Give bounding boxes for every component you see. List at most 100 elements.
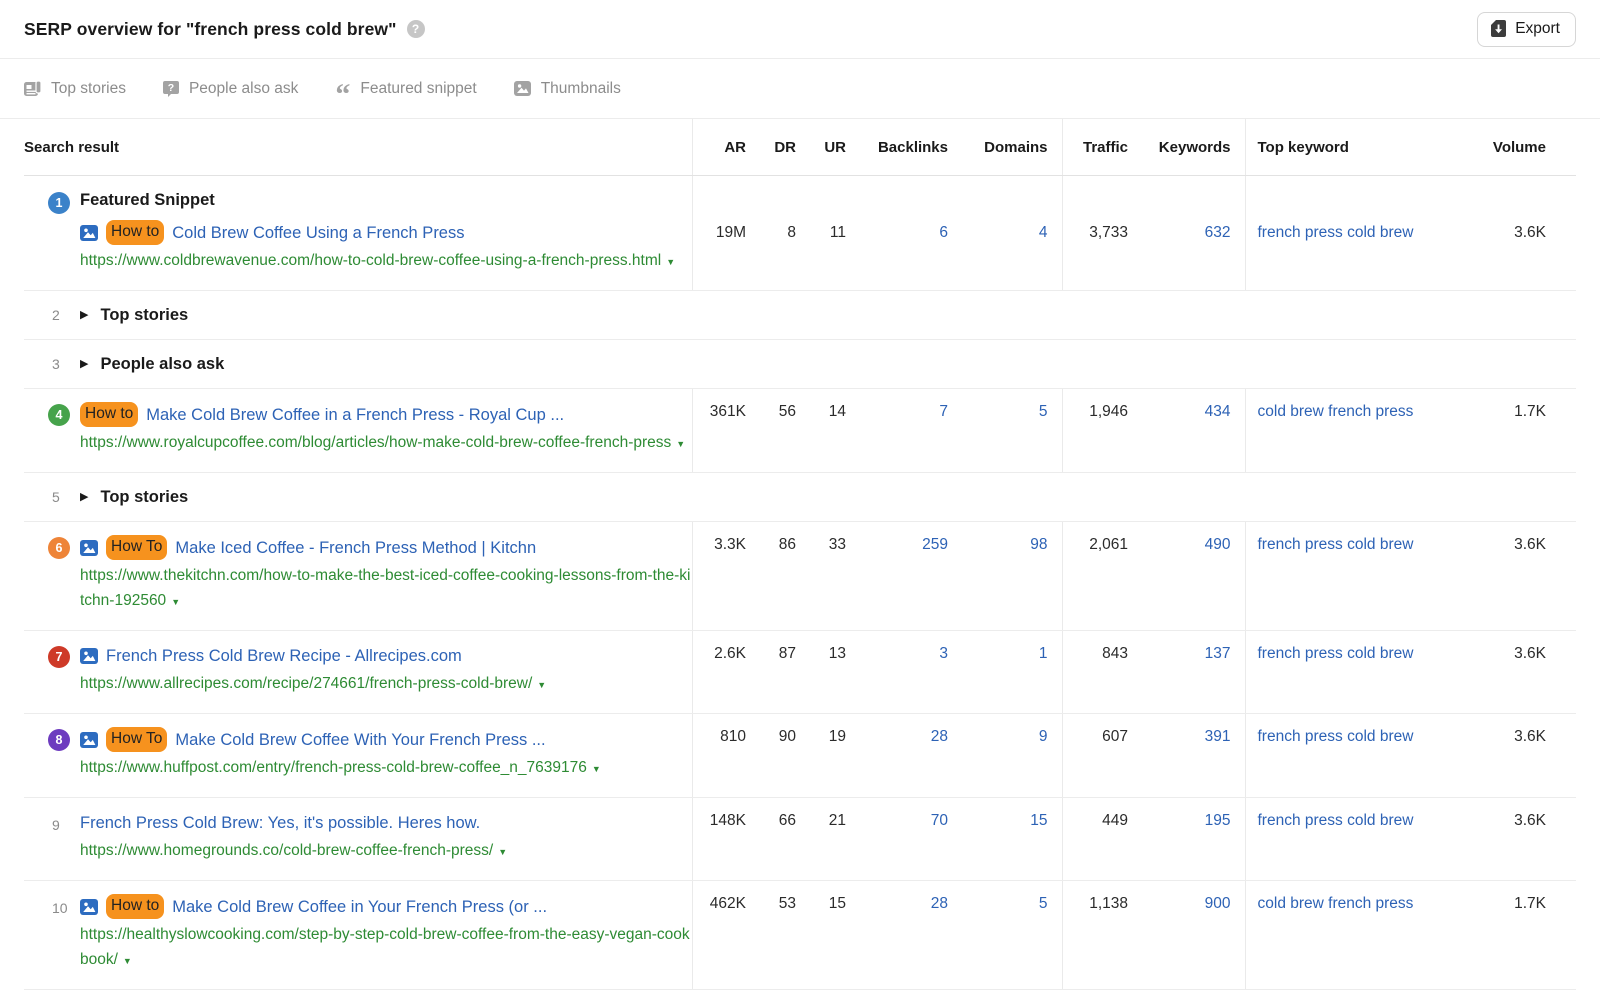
- volume-value: 3.6K: [1486, 713, 1576, 798]
- domains-link[interactable]: 5: [1038, 403, 1048, 420]
- position-number: 2: [52, 307, 60, 323]
- col-header-ar: AR: [691, 119, 760, 176]
- domains-link[interactable]: 1: [1038, 645, 1048, 662]
- legend-item-thumbnails: Thumbnails: [513, 79, 621, 98]
- ur-value: 19: [810, 713, 860, 798]
- table-header-row: Search result AR DR UR Backlinks Domains…: [24, 119, 1576, 176]
- domains-link[interactable]: 98: [1030, 536, 1048, 553]
- result-title-link[interactable]: Make Cold Brew Coffee in Your French Pre…: [172, 897, 548, 916]
- backlinks-link[interactable]: 70: [930, 812, 948, 829]
- top-keyword-link[interactable]: french press cold brew: [1257, 645, 1414, 662]
- result-title-link[interactable]: Cold Brew Coffee Using a French Press: [172, 223, 465, 242]
- legend-label: Thumbnails: [540, 79, 621, 97]
- url-expand-caret[interactable]: ▼: [122, 956, 132, 966]
- backlinks-link[interactable]: 259: [922, 536, 948, 553]
- traffic-value: 3,733: [1061, 175, 1142, 291]
- top-keyword-link[interactable]: cold brew french press: [1257, 895, 1414, 912]
- keywords-link[interactable]: 137: [1204, 645, 1231, 662]
- url-expand-caret[interactable]: ▼: [171, 597, 181, 607]
- col-header-keywords: Keywords: [1142, 119, 1245, 176]
- keywords-link[interactable]: 900: [1204, 895, 1231, 912]
- howto-badge: How to: [106, 894, 165, 919]
- result-title-link[interactable]: Make Cold Brew Coffee With Your French P…: [175, 730, 546, 749]
- image-icon: [513, 81, 531, 96]
- top-keyword-link[interactable]: cold brew french press: [1257, 403, 1414, 420]
- result-title-link[interactable]: French Press Cold Brew Recipe - Allrecip…: [106, 647, 462, 665]
- thumbnail-icon: [80, 898, 98, 915]
- url-expand-caret[interactable]: ▼: [591, 764, 601, 774]
- position-badge: 1: [48, 192, 70, 214]
- result-url: https://www.allrecipes.com/recipe/274661…: [80, 675, 533, 692]
- ar-value: 462K: [691, 880, 760, 990]
- url-expand-caret[interactable]: ▼: [676, 439, 686, 449]
- ar-value: 148K: [691, 797, 760, 881]
- backlinks-link[interactable]: 28: [930, 895, 948, 912]
- domains-link[interactable]: 5: [1038, 895, 1048, 912]
- domains-link[interactable]: 15: [1030, 812, 1048, 829]
- group-label: Top stories: [100, 488, 189, 506]
- legend-label: People also ask: [188, 79, 299, 97]
- legend-item-featured-snippet: “ Featured snippet: [335, 79, 477, 109]
- serp-result-row: 7 French Press Cold Brew Recipe - Allrec…: [24, 630, 1576, 714]
- keywords-link[interactable]: 391: [1204, 728, 1231, 745]
- ur-value: 15: [810, 880, 860, 990]
- serp-overview-table: Search result AR DR UR Backlinks Domains…: [24, 119, 1576, 990]
- result-url: https://www.homegrounds.co/cold-brew-cof…: [80, 842, 494, 859]
- serp-result-row: 9 French Press Cold Brew: Yes, it's poss…: [24, 797, 1576, 881]
- dr-value: 66: [760, 797, 810, 881]
- export-button[interactable]: Export: [1477, 11, 1576, 47]
- serp-result-row: 10 How to Make Cold Brew Coffee in Your …: [24, 880, 1576, 990]
- keywords-link[interactable]: 195: [1204, 812, 1231, 829]
- expand-arrow-icon[interactable]: ▶: [80, 491, 89, 503]
- position-badge: 4: [48, 404, 70, 426]
- backlinks-link[interactable]: 7: [939, 403, 948, 420]
- result-url: https://www.coldbrewavenue.com/how-to-co…: [80, 252, 662, 269]
- serp-result-row: 6 How To Make Iced Coffee - French Press…: [24, 521, 1576, 631]
- title-bar: SERP overview for "french press cold bre…: [0, 0, 1600, 59]
- top-keyword-link[interactable]: french press cold brew: [1257, 728, 1414, 745]
- url-expand-caret[interactable]: ▼: [666, 257, 676, 267]
- backlinks-link[interactable]: 28: [930, 728, 948, 745]
- page-title: SERP overview for "french press cold bre…: [24, 18, 397, 39]
- result-url: https://www.royalcupcoffee.com/blog/arti…: [80, 434, 672, 451]
- ur-value: 14: [810, 388, 860, 473]
- position-badge: 7: [48, 646, 70, 668]
- domains-link[interactable]: 9: [1038, 728, 1048, 745]
- legend-label: Featured snippet: [360, 79, 477, 97]
- serp-group-row[interactable]: 3 ▶ People also ask: [24, 339, 1576, 389]
- ar-value: 810: [691, 713, 760, 798]
- keywords-link[interactable]: 490: [1204, 536, 1231, 553]
- export-label: Export: [1515, 19, 1560, 37]
- result-title-link[interactable]: French Press Cold Brew: Yes, it's possib…: [80, 814, 481, 832]
- traffic-value: 2,061: [1061, 521, 1142, 631]
- backlinks-link[interactable]: 3: [939, 645, 948, 662]
- top-keyword-link[interactable]: french press cold brew: [1257, 812, 1414, 829]
- top-keyword-link[interactable]: french press cold brew: [1257, 536, 1414, 553]
- domains-link[interactable]: 4: [1038, 224, 1048, 241]
- keywords-link[interactable]: 632: [1204, 224, 1231, 241]
- traffic-value: 1,138: [1061, 880, 1142, 990]
- expand-arrow-icon[interactable]: ▶: [80, 309, 89, 321]
- group-label: People also ask: [100, 355, 225, 373]
- expand-arrow-icon[interactable]: ▶: [80, 358, 89, 370]
- result-title-link[interactable]: Make Iced Coffee - French Press Method |…: [175, 538, 537, 557]
- position-badge: 6: [48, 537, 70, 559]
- featured-snippet-heading: Featured Snippet: [80, 191, 215, 209]
- howto-badge: How to: [106, 220, 165, 245]
- serp-group-row[interactable]: 2 ▶ Top stories: [24, 290, 1576, 340]
- col-header-backlinks: Backlinks: [860, 119, 962, 176]
- dr-value: 90: [760, 713, 810, 798]
- svg-text:?: ?: [168, 82, 174, 94]
- result-title-link[interactable]: Make Cold Brew Coffee in a French Press …: [146, 405, 565, 424]
- traffic-value: 607: [1061, 713, 1142, 798]
- position-badge: 8: [48, 729, 70, 751]
- top-keyword-link[interactable]: french press cold brew: [1257, 224, 1414, 241]
- keywords-link[interactable]: 434: [1204, 403, 1231, 420]
- url-expand-caret[interactable]: ▼: [498, 847, 508, 857]
- col-header-search-result: Search result: [24, 119, 692, 176]
- url-expand-caret[interactable]: ▼: [537, 680, 547, 690]
- serp-group-row[interactable]: 5 ▶ Top stories: [24, 472, 1576, 522]
- backlinks-link[interactable]: 6: [939, 224, 948, 241]
- help-icon[interactable]: ?: [406, 20, 425, 38]
- legend-item-top-stories: Top stories: [24, 80, 126, 98]
